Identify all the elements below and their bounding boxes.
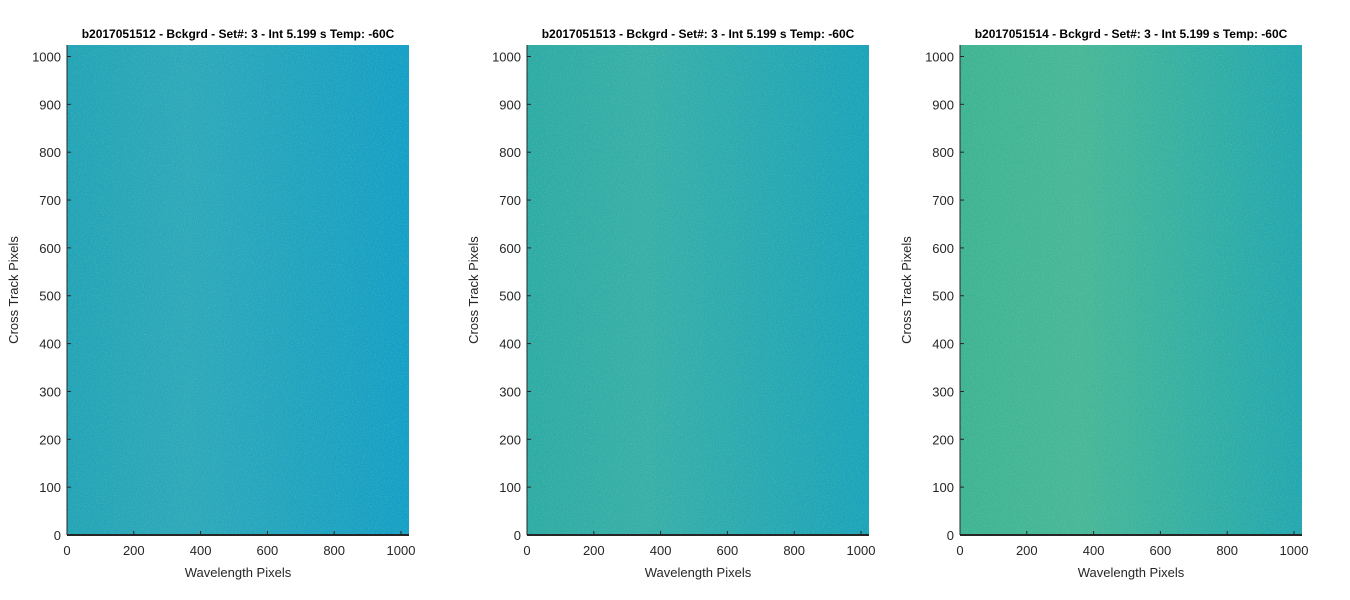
y-tick-label: 0 [947, 528, 954, 543]
y-tick-label: 1000 [492, 49, 521, 64]
y-tick-label: 500 [499, 289, 521, 304]
y-tick-label: 800 [932, 145, 954, 160]
plot-title: b2017051514 - Bckgrd - Set#: 3 - Int 5.1… [975, 27, 1288, 41]
y-tick-label: 900 [499, 97, 521, 112]
x-axis-label: Wavelength Pixels [185, 565, 292, 580]
y-tick-label: 100 [39, 480, 61, 495]
y-tick-label: 400 [499, 337, 521, 352]
y-tick-label: 600 [932, 241, 954, 256]
y-tick-label: 0 [54, 528, 61, 543]
y-tick-label: 1000 [925, 49, 954, 64]
y-axis-label: Cross Track Pixels [6, 236, 21, 344]
y-tick-label: 700 [932, 193, 954, 208]
y-tick-label: 600 [39, 241, 61, 256]
heatmap-noise [960, 45, 1302, 535]
subplot-2: b2017051513 - Bckgrd - Set#: 3 - Int 5.1… [466, 27, 875, 580]
y-tick-label: 500 [39, 289, 61, 304]
y-tick-label: 300 [932, 384, 954, 399]
x-tick-label: 400 [1083, 543, 1105, 558]
x-tick-label: 600 [717, 543, 739, 558]
x-tick-label: 600 [257, 543, 279, 558]
y-axis-label: Cross Track Pixels [466, 236, 481, 344]
x-tick-label: 1000 [1280, 543, 1309, 558]
y-tick-label: 400 [932, 337, 954, 352]
y-tick-label: 300 [499, 384, 521, 399]
heatmap-noise [527, 45, 869, 535]
plot-title: b2017051512 - Bckgrd - Set#: 3 - Int 5.1… [82, 27, 395, 41]
y-tick-label: 900 [932, 97, 954, 112]
subplot-1: b2017051512 - Bckgrd - Set#: 3 - Int 5.1… [6, 27, 415, 580]
x-tick-label: 1000 [387, 543, 416, 558]
x-tick-label: 400 [190, 543, 212, 558]
y-tick-label: 600 [499, 241, 521, 256]
y-tick-label: 800 [39, 145, 61, 160]
x-tick-label: 0 [956, 543, 963, 558]
y-tick-label: 200 [39, 432, 61, 447]
plot-title: b2017051513 - Bckgrd - Set#: 3 - Int 5.1… [542, 27, 855, 41]
y-tick-label: 0 [514, 528, 521, 543]
x-axis-label: Wavelength Pixels [645, 565, 752, 580]
y-tick-label: 900 [39, 97, 61, 112]
y-tick-label: 100 [932, 480, 954, 495]
x-tick-label: 400 [650, 543, 672, 558]
x-tick-label: 0 [523, 543, 530, 558]
y-tick-label: 100 [499, 480, 521, 495]
y-tick-label: 500 [932, 289, 954, 304]
x-axis-label: Wavelength Pixels [1078, 565, 1185, 580]
y-axis-label: Cross Track Pixels [899, 236, 914, 344]
x-tick-label: 0 [63, 543, 70, 558]
x-tick-label: 800 [783, 543, 805, 558]
y-tick-label: 800 [499, 145, 521, 160]
x-tick-label: 600 [1150, 543, 1172, 558]
x-tick-label: 1000 [847, 543, 876, 558]
y-tick-label: 700 [499, 193, 521, 208]
x-tick-label: 200 [583, 543, 605, 558]
subplot-3: b2017051514 - Bckgrd - Set#: 3 - Int 5.1… [899, 27, 1308, 580]
y-tick-label: 200 [499, 432, 521, 447]
y-tick-label: 1000 [32, 49, 61, 64]
x-tick-label: 200 [1016, 543, 1038, 558]
x-tick-label: 800 [1216, 543, 1238, 558]
y-tick-label: 200 [932, 432, 954, 447]
x-tick-label: 800 [323, 543, 345, 558]
y-tick-label: 700 [39, 193, 61, 208]
y-tick-label: 300 [39, 384, 61, 399]
x-tick-label: 200 [123, 543, 145, 558]
y-tick-label: 400 [39, 337, 61, 352]
heatmap-noise [67, 45, 409, 535]
